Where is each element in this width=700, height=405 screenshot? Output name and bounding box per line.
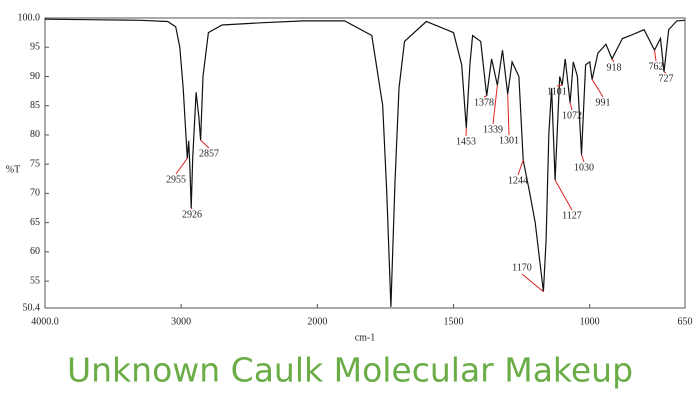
peak-label: 2955 [166, 174, 186, 185]
peak-label: 1453 [456, 136, 476, 147]
peak-label: 1378 [474, 97, 494, 108]
y-axis-label: %T [6, 164, 20, 175]
peak-leader [522, 274, 543, 292]
peak-leader [555, 180, 572, 210]
y-tick-label: 70 [30, 188, 40, 199]
x-tick-label: 2000 [307, 316, 327, 327]
y-tick-label: 100.0 [18, 12, 41, 23]
peak-label: 918 [607, 62, 622, 73]
x-tick-label: 1500 [444, 316, 464, 327]
peak-leader [592, 79, 603, 97]
x-axis-label: cm-1 [355, 332, 376, 343]
peak-leader [582, 155, 584, 162]
peak-label: 1127 [562, 210, 582, 221]
x-tick-label: 4000.0 [31, 316, 59, 327]
peak-label: 1301 [499, 135, 519, 146]
x-tick-label: 3000 [171, 316, 191, 327]
y-tick-label: 85 [30, 100, 40, 111]
peak-label: 762 [649, 61, 664, 72]
peak-leader [508, 94, 509, 135]
peak-leader [176, 158, 187, 174]
peak-label: 1030 [574, 162, 594, 173]
peak-label: 727 [659, 73, 674, 84]
chart-title: Unknown Caulk Molecular Makeup [67, 351, 633, 390]
peak-leader [201, 140, 209, 148]
peak-leader [518, 160, 523, 175]
x-tick-label: 1000 [580, 316, 600, 327]
y-tick-label: 55 [30, 275, 40, 286]
x-tick-label: 650 [678, 316, 693, 327]
peak-label: 2857 [199, 148, 219, 159]
peak-label: 1170 [512, 262, 532, 273]
y-tick-label: 60 [30, 246, 40, 257]
peak-leader [654, 50, 656, 61]
y-tick-label: 90 [30, 71, 40, 82]
y-tick-label: 80 [30, 129, 40, 140]
y-tick-label: 50.4 [23, 302, 41, 313]
y-tick-label: 65 [30, 217, 40, 228]
y-tick-label: 95 [30, 42, 40, 53]
peak-label: 1072 [562, 110, 582, 121]
peak-label: 991 [596, 97, 611, 108]
peak-label: 1244 [508, 175, 528, 186]
peak-label: 2926 [182, 209, 202, 220]
peak-label: 1101 [547, 86, 567, 97]
y-tick-label: 75 [30, 158, 40, 169]
peak-leader [570, 103, 572, 110]
peak-label: 1339 [483, 124, 503, 135]
